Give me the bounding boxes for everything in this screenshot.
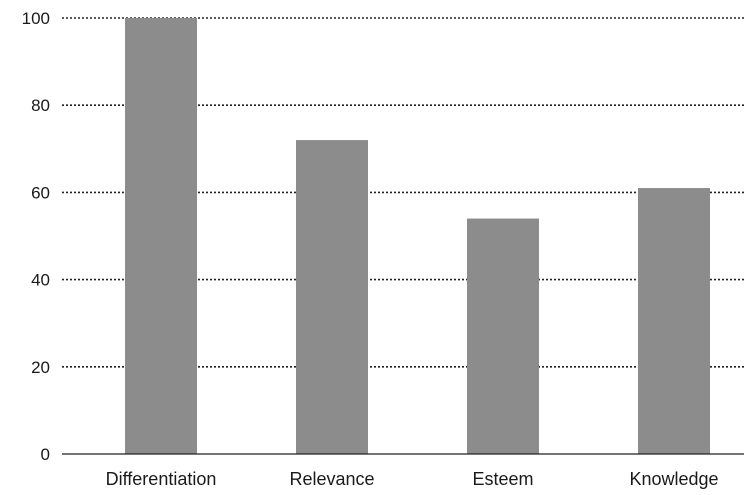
x-category-label: Knowledge (629, 469, 718, 489)
y-tick-label: 20 (31, 358, 50, 377)
y-tick-label: 0 (41, 445, 50, 464)
bar-differentiation (125, 18, 197, 454)
bar-esteem (467, 218, 539, 454)
y-tick-label: 100 (22, 9, 50, 28)
x-category-label: Relevance (289, 469, 374, 489)
bar-knowledge (638, 188, 710, 455)
y-tick-label: 80 (31, 96, 50, 115)
bar-relevance (296, 140, 368, 454)
bars (125, 18, 710, 455)
y-tick-label: 40 (31, 271, 50, 290)
x-category-label: Differentiation (106, 469, 217, 489)
y-tick-labels: 0 20 40 60 80 100 (22, 9, 50, 464)
y-tick-label: 60 (31, 183, 50, 202)
x-category-label: Esteem (472, 469, 533, 489)
x-category-labels: Differentiation Relevance Esteem Knowledge (106, 469, 719, 489)
